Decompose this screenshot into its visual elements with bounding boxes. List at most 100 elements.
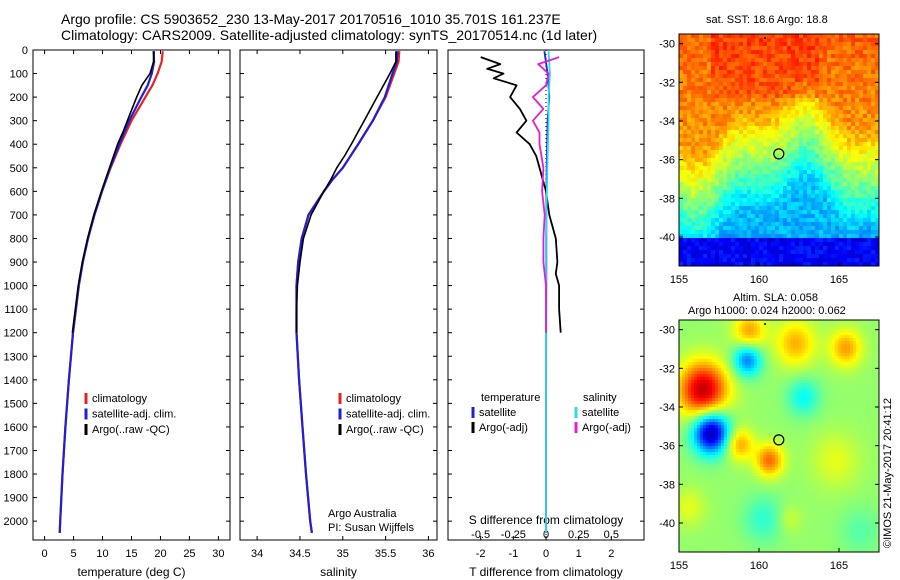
- heatmap-cell: [779, 230, 784, 235]
- heatmap-cell: [723, 82, 728, 87]
- heatmap-cell: [867, 110, 872, 115]
- heatmap-cell: [811, 110, 816, 115]
- heatmap-cell: [700, 395, 704, 399]
- heatmap-cell: [823, 365, 827, 369]
- heatmap-cell: [831, 198, 836, 203]
- heatmap-cell: [763, 118, 768, 123]
- heatmap-cell: [751, 58, 756, 63]
- heatmap-cell: [859, 323, 863, 327]
- heatmap-cell: [763, 320, 767, 324]
- heatmap-cell: [875, 218, 880, 223]
- heatmap-cell: [823, 238, 828, 243]
- heatmap-cell: [835, 395, 839, 399]
- heatmap-cell: [817, 359, 821, 363]
- heatmap-cell: [781, 383, 785, 387]
- heatmap-cell: [685, 326, 689, 330]
- heatmap-cell: [867, 210, 872, 215]
- heatmap-cell: [730, 377, 734, 381]
- heatmap-cell: [787, 162, 792, 167]
- heatmap-cell: [787, 142, 792, 147]
- heatmap-cell: [784, 371, 788, 375]
- heatmap-cell: [867, 246, 872, 251]
- heatmap-cell: [850, 398, 854, 402]
- heatmap-cell: [763, 158, 768, 163]
- heatmap-cell: [683, 94, 688, 99]
- heatmap-cell: [781, 398, 785, 402]
- heatmap-cell: [683, 126, 688, 131]
- heatmap-cell: [735, 82, 740, 87]
- heatmap-cell: [709, 368, 713, 372]
- heatmap-cell: [819, 210, 824, 215]
- heatmap-cell: [783, 158, 788, 163]
- heatmap-cell: [685, 356, 689, 360]
- heatmap-cell: [811, 150, 816, 155]
- heatmap-cell: [682, 341, 686, 345]
- heatmap-cell: [787, 206, 792, 211]
- heatmap-cell: [815, 210, 820, 215]
- heatmap-cell: [695, 70, 700, 75]
- heatmap-cell: [835, 130, 840, 135]
- heatmap-cell: [679, 46, 684, 51]
- heatmap-cell: [859, 154, 864, 159]
- heatmap-cell: [697, 320, 701, 324]
- heatmap-cell: [814, 329, 818, 333]
- heatmap-cell: [823, 329, 827, 333]
- heatmap-cell: [703, 389, 707, 393]
- heatmap-cell: [805, 380, 809, 384]
- heatmap-cell: [799, 50, 804, 55]
- heatmap-cell: [730, 395, 734, 399]
- heatmap-cell: [799, 78, 804, 83]
- heatmap-cell: [703, 341, 707, 345]
- heatmap-cell: [835, 214, 840, 219]
- heatmap-cell: [751, 150, 756, 155]
- heatmap-cell: [711, 146, 716, 151]
- heatmap-cell: [736, 338, 740, 342]
- heatmap-cell: [844, 341, 848, 345]
- heatmap-cell: [823, 246, 828, 251]
- heatmap-cell: [715, 230, 720, 235]
- heatmap-cell: [743, 98, 748, 103]
- heatmap-cell: [755, 142, 760, 147]
- heatmap-cell: [754, 398, 758, 402]
- heatmap-cell: [703, 114, 708, 119]
- heatmap-cell: [795, 258, 800, 263]
- heatmap-cell: [715, 42, 720, 47]
- heatmap-cell: [847, 222, 852, 227]
- heatmap-cell: [843, 42, 848, 47]
- heatmap-cell: [844, 344, 848, 348]
- heatmap-cell: [841, 395, 845, 399]
- heatmap-cell: [826, 353, 830, 357]
- heatmap-cell: [811, 118, 816, 123]
- heatmap-cell: [754, 341, 758, 345]
- heatmap-cell: [739, 158, 744, 163]
- heatmap-cell: [775, 395, 779, 399]
- heatmap-cell: [875, 50, 880, 55]
- heatmap-cell: [867, 214, 872, 219]
- heatmap-cell: [767, 90, 772, 95]
- heatmap-cell: [811, 206, 816, 211]
- heatmap-cell: [718, 392, 722, 396]
- heatmap-cell: [694, 362, 698, 366]
- heatmap-cell: [683, 210, 688, 215]
- heatmap-cell: [715, 344, 719, 348]
- heatmap-cell: [767, 166, 772, 171]
- heatmap-cell: [795, 262, 800, 267]
- heatmap-cell: [791, 62, 796, 67]
- heatmap-cell: [805, 371, 809, 375]
- heatmap-cell: [847, 42, 852, 47]
- heatmap-cell: [679, 182, 684, 187]
- heatmap-cell: [847, 102, 852, 107]
- heatmap-cell: [799, 146, 804, 151]
- heatmap-cell: [783, 78, 788, 83]
- heatmap-cell: [703, 42, 708, 47]
- heatmap-cell: [755, 246, 760, 251]
- heatmap-cell: [799, 234, 804, 239]
- heatmap-cell: [685, 344, 689, 348]
- heatmap-cell: [875, 174, 880, 179]
- heatmap-cell: [815, 218, 820, 223]
- heatmap-cell: [831, 218, 836, 223]
- heatmap-cell: [709, 389, 713, 393]
- heatmap-cell: [736, 347, 740, 351]
- heatmap-cell: [719, 170, 724, 175]
